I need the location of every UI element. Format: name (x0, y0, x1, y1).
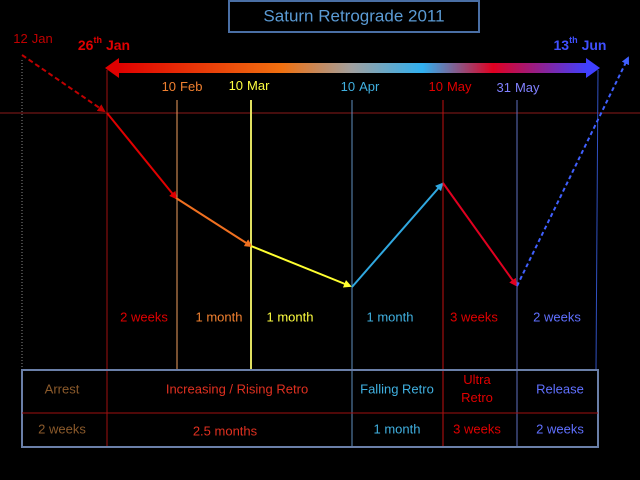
segment (21, 54, 106, 113)
segment (351, 182, 444, 288)
table-cell: Falling Retro (360, 381, 434, 396)
table-cell: 2 weeks (536, 421, 584, 436)
table-cell: Ultra Retro (461, 372, 493, 405)
date-day: 13 (554, 37, 570, 53)
duration-label: 3 weeks (450, 309, 498, 324)
date-month: Apr (359, 79, 380, 94)
motion-path (21, 54, 629, 288)
date-label: 10 May (428, 79, 472, 94)
cell-line: Ultra (463, 372, 491, 387)
date-month: Mar (247, 78, 270, 93)
table-cell: Arrest (45, 381, 80, 396)
segment (106, 112, 178, 200)
duration-label: 2 weeks (533, 309, 581, 324)
date-label: 10 Feb (162, 79, 203, 94)
date-label: 12 Jan (13, 31, 52, 46)
date-month: Jun (582, 37, 607, 53)
date-label: 26th Jan (78, 35, 130, 52)
title-box (228, 0, 480, 33)
timeline-bar (117, 63, 587, 73)
duration-label: 2 weeks (120, 309, 168, 324)
segment (250, 245, 352, 288)
date-month: May (447, 79, 472, 94)
table-cell: 2 weeks (38, 421, 86, 436)
date-day: 31 (496, 80, 510, 95)
date-day: 10 (428, 79, 442, 94)
date-day: 10 (229, 78, 243, 93)
v-line (595, 69, 599, 371)
date-suffix: th (93, 35, 102, 45)
duration-label: 1 month (367, 309, 414, 324)
date-month: May (515, 80, 540, 95)
table-cell: 3 weeks (453, 421, 501, 436)
arrow-head (105, 58, 119, 78)
table-border (21, 369, 599, 448)
date-suffix: th (569, 35, 578, 45)
date-day: 12 (13, 31, 27, 46)
table-cell: Release (536, 381, 584, 396)
date-month: Jan (32, 31, 53, 46)
table-cell: Increasing / Rising Retro (166, 381, 308, 396)
segment (516, 56, 629, 287)
duration-label: 1 month (267, 309, 314, 324)
date-label: 13th Jun (554, 35, 607, 52)
date-day: 26 (78, 37, 94, 53)
table-cell: 2.5 months (193, 423, 258, 438)
date-month: Jan (106, 37, 130, 53)
table-cell: 1 month (374, 421, 421, 436)
date-month: Feb (180, 79, 202, 94)
date-day: 10 (162, 79, 176, 94)
cell-line: Retro (461, 390, 493, 405)
segment (175, 197, 253, 248)
arrow-head (586, 58, 600, 78)
segment (442, 182, 518, 287)
date-label: 10 Apr (341, 79, 380, 94)
duration-label: 1 month (196, 309, 243, 324)
date-label: 31 May (496, 80, 540, 95)
date-day: 10 (341, 79, 355, 94)
title: Saturn Retrograde 2011 (263, 6, 444, 25)
date-label: 10 Mar (229, 78, 271, 93)
